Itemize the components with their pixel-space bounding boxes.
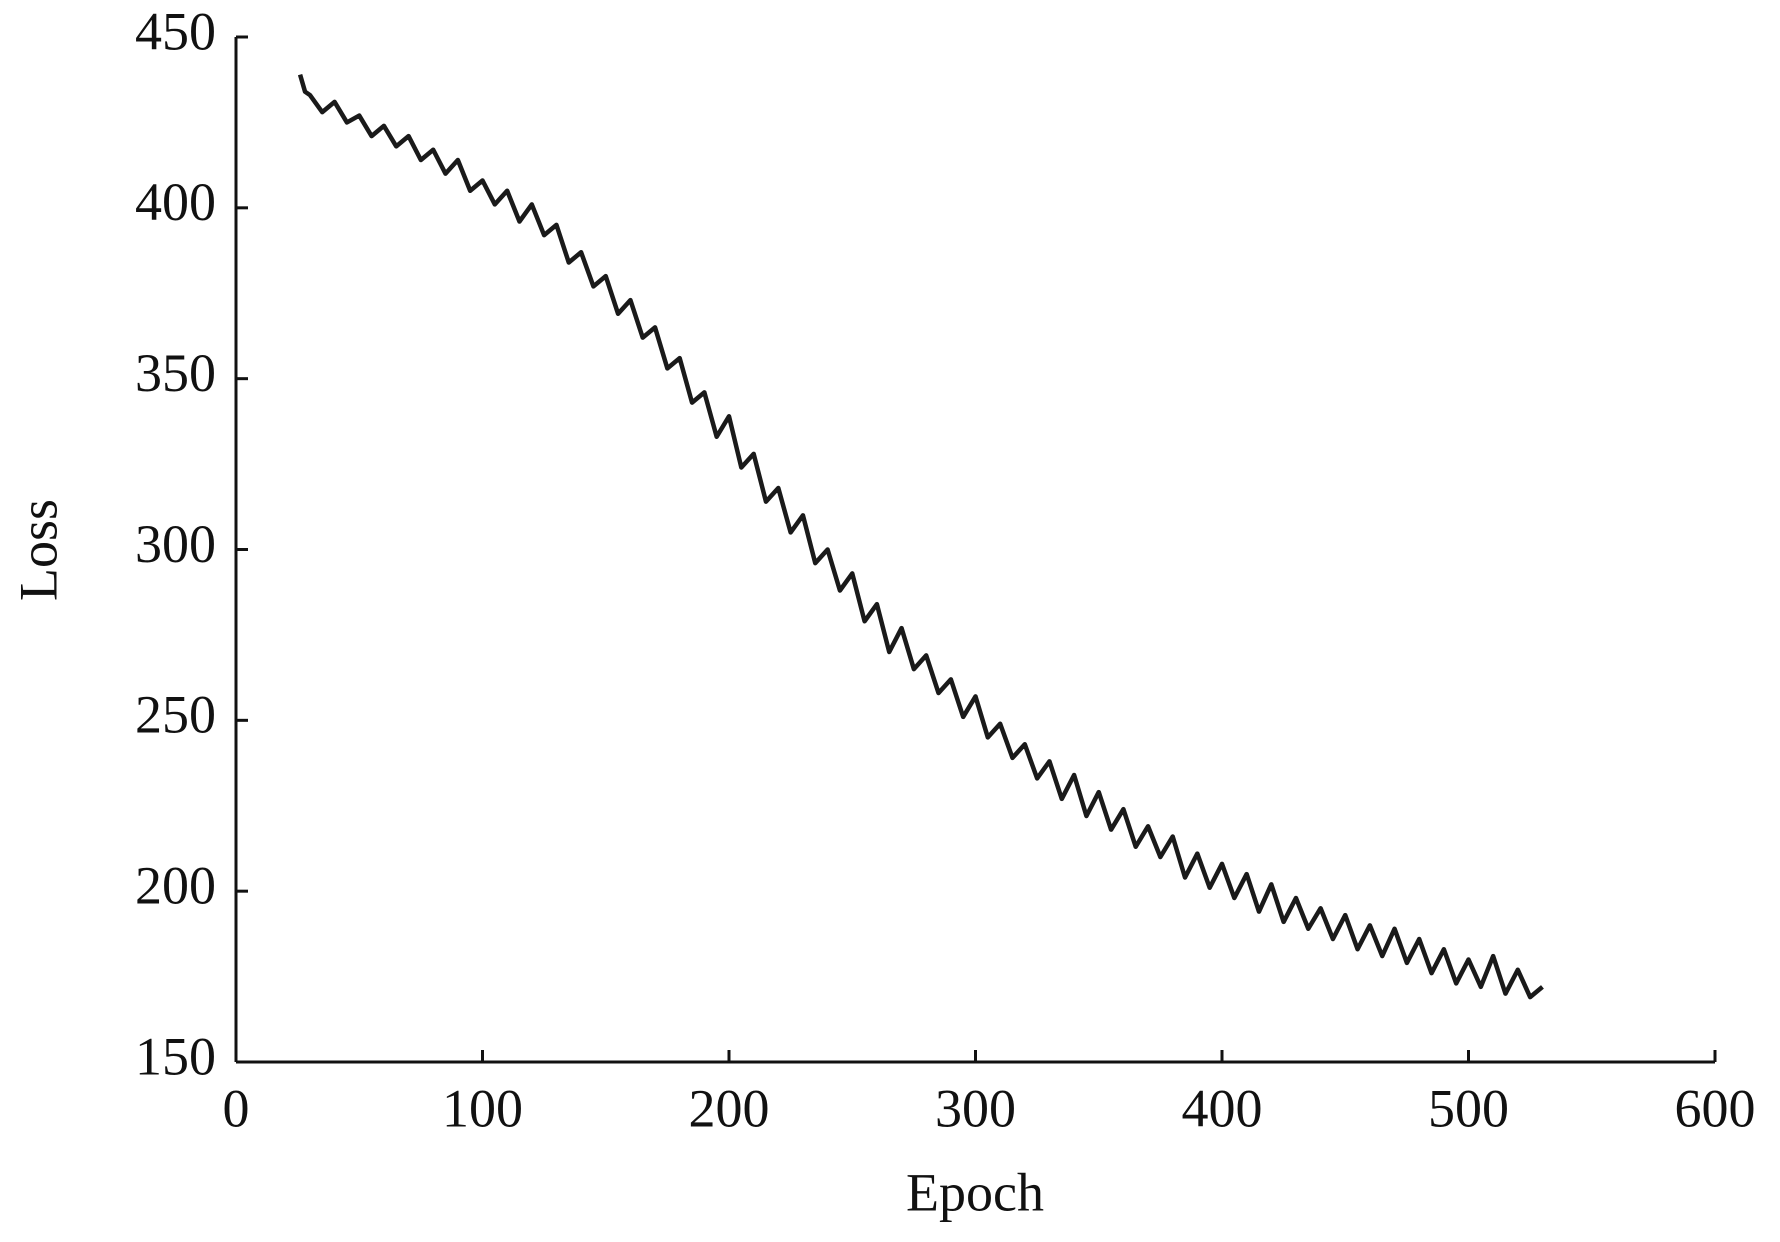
y-tick-label: 250: [135, 685, 216, 745]
loss-line: [297, 73, 1544, 1000]
y-axis-label: Loss: [8, 499, 68, 601]
y-tick-label: 450: [135, 1, 216, 61]
x-axis-label: Epoch: [906, 1162, 1044, 1222]
x-tick-label: 400: [1182, 1078, 1263, 1138]
x-tick-label: 300: [935, 1078, 1016, 1138]
y-tick-label: 350: [135, 343, 216, 403]
x-tick-label: 500: [1428, 1078, 1509, 1138]
y-tick-label: 150: [135, 1026, 216, 1086]
y-tick-label: 400: [135, 172, 216, 232]
x-tick-label: 200: [689, 1078, 770, 1138]
x-tick-label: 600: [1675, 1078, 1756, 1138]
x-tick-label: 0: [223, 1078, 250, 1138]
x-tick-label: 100: [442, 1078, 523, 1138]
y-tick-label: 300: [135, 514, 216, 574]
y-tick-label: 200: [135, 856, 216, 916]
